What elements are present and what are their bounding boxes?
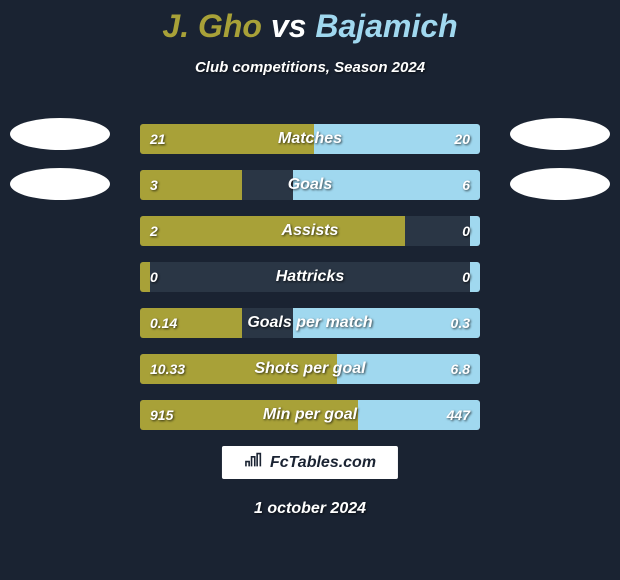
- stat-label: Hattricks: [140, 262, 480, 292]
- right-badges: [510, 118, 610, 200]
- vs-text: vs: [271, 8, 307, 44]
- stat-label: Min per goal: [140, 400, 480, 430]
- left-badges: [10, 118, 110, 200]
- comparison-title: J. Gho vs Bajamich: [0, 0, 620, 45]
- stat-row: 2120Matches: [140, 124, 480, 154]
- stat-row: 36Goals: [140, 170, 480, 200]
- stat-row: 915447Min per goal: [140, 400, 480, 430]
- stat-label: Goals: [140, 170, 480, 200]
- stat-label: Goals per match: [140, 308, 480, 338]
- right-badge-2: [510, 168, 610, 200]
- right-badge-1: [510, 118, 610, 150]
- chart-icon: [244, 452, 264, 473]
- branding-text: FcTables.com: [270, 454, 376, 472]
- player1-name: J. Gho: [162, 8, 262, 44]
- stat-label: Shots per goal: [140, 354, 480, 384]
- left-badge-2: [10, 168, 110, 200]
- stat-row: 20Assists: [140, 216, 480, 246]
- stat-row: 0.140.3Goals per match: [140, 308, 480, 338]
- left-badge-1: [10, 118, 110, 150]
- player2-name: Bajamich: [315, 8, 457, 44]
- stat-bars-container: 2120Matches 36Goals 20Assists 00Hattricks 0.…: [140, 124, 480, 430]
- subtitle: Club competitions, Season 2024: [0, 59, 620, 76]
- date-text: 1 october 2024: [0, 500, 620, 518]
- stat-row: 10.336.8Shots per goal: [140, 354, 480, 384]
- branding-badge: FcTables.com: [222, 446, 398, 479]
- stat-label: Matches: [140, 124, 480, 154]
- stat-row: 00Hattricks: [140, 262, 480, 292]
- stat-label: Assists: [140, 216, 480, 246]
